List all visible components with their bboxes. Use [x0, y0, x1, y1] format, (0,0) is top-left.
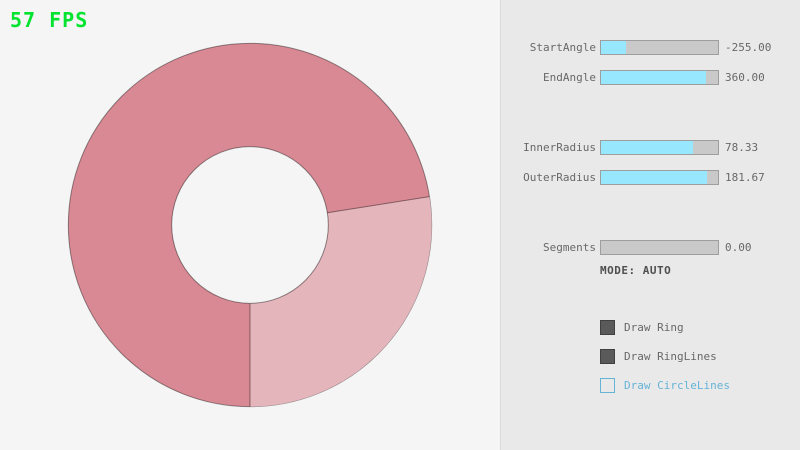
slider-row-end-angle: EndAngle 360.00: [501, 70, 800, 85]
slider-row-outer-radius: OuterRadius 181.67: [501, 170, 800, 185]
ring-canvas: [67, 42, 433, 408]
checkbox-row-draw-ringlines: Draw RingLines: [501, 349, 800, 364]
outer-radius-value: 181.67: [725, 171, 765, 184]
inner-radius-slider-fill: [601, 141, 693, 154]
segments-sliderbar[interactable]: [600, 240, 719, 255]
segments-value: 0.00: [725, 241, 752, 254]
inner-radius-value: 78.33: [725, 141, 759, 154]
end-angle-value: 360.00: [725, 71, 765, 84]
outer-radius-label: OuterRadius: [523, 171, 596, 184]
inner-radius-label: InnerRadius: [523, 141, 596, 154]
draw-ringlines-label: Draw RingLines: [624, 350, 717, 363]
slider-row-segments: Segments 0.00: [501, 240, 800, 255]
draw-ringlines-checkbox[interactable]: [600, 349, 615, 364]
start-angle-sliderbar[interactable]: [600, 40, 719, 55]
end-angle-slider-fill: [601, 71, 707, 84]
slider-row-inner-radius: InnerRadius 78.33: [501, 140, 800, 155]
outer-radius-slider-fill: [601, 171, 708, 184]
outer-radius-sliderbar[interactable]: [600, 170, 719, 185]
fps-counter: 57 FPS: [10, 8, 89, 32]
draw-ring-label: Draw Ring: [624, 321, 684, 334]
draw-ring-checkbox[interactable]: [600, 320, 615, 335]
start-angle-value: -255.00: [725, 41, 772, 54]
start-angle-label: StartAngle: [529, 41, 596, 54]
draw-circlelines-checkbox[interactable]: [600, 378, 615, 393]
slider-row-start-angle: StartAngle -255.00: [501, 40, 800, 55]
ring-single-pass-sector: [250, 196, 432, 407]
ring-line-sector-start: [327, 196, 430, 214]
mode-label: MODE: AUTO: [600, 264, 672, 277]
checkbox-row-draw-circlelines: Draw CircleLines: [501, 378, 800, 393]
ring-inner-circle: [171, 146, 329, 304]
end-angle-sliderbar[interactable]: [600, 70, 719, 85]
draw-circlelines-label: Draw CircleLines: [624, 379, 730, 392]
segments-label: Segments: [543, 241, 596, 254]
inner-radius-sliderbar[interactable]: [600, 140, 719, 155]
controls-panel: StartAngle -255.00 EndAngle 360.00 InnerRadi…: [500, 0, 800, 450]
start-angle-slider-fill: [601, 41, 627, 54]
checkbox-row-draw-ring: Draw Ring: [501, 320, 800, 335]
end-angle-label: EndAngle: [543, 71, 596, 84]
